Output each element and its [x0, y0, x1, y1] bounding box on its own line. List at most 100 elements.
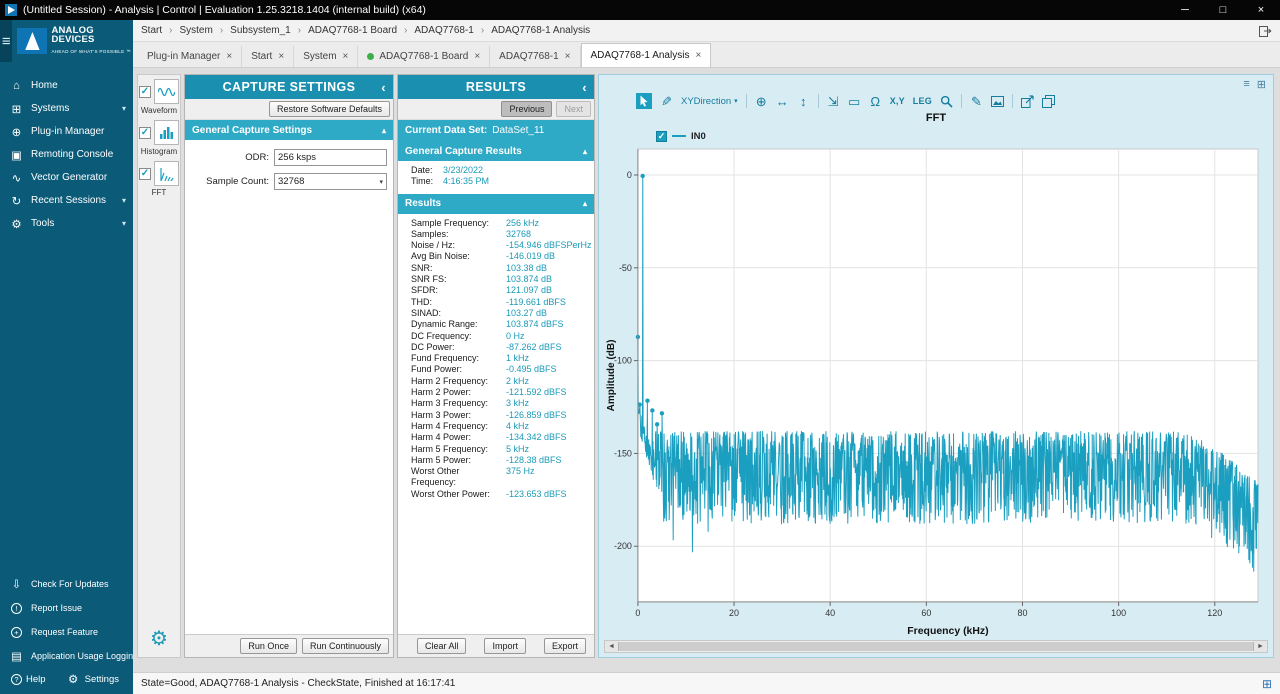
metric-thd: THD: -119.661 dBFS: [411, 297, 592, 308]
sidebar-item-check-for-updates[interactable]: ⇩ Check For Updates: [0, 572, 133, 596]
metric-label: THD:: [411, 296, 432, 307]
close-icon[interactable]: ×: [278, 51, 285, 62]
tab-adaq7768-1-board[interactable]: ADAQ7768-1 Board ×: [358, 46, 491, 67]
collapse-panel-icon[interactable]: ‹: [582, 79, 587, 95]
omega-icon[interactable]: Ω: [870, 93, 881, 109]
general-capture-results-section[interactable]: General Capture Results ▴: [398, 141, 594, 161]
legend-toggle-icon[interactable]: LEG: [912, 96, 932, 106]
close-icon[interactable]: ×: [564, 51, 571, 62]
general-capture-settings-section[interactable]: General Capture Settings ▴: [185, 120, 393, 140]
tab-system[interactable]: System ×: [294, 46, 359, 67]
breadcrumb-adaq7768-1-analysis[interactable]: ADAQ7768-1 Analysis: [491, 25, 591, 36]
magnifier-icon[interactable]: [940, 95, 953, 108]
sidebar-item-help[interactable]: ? Help: [9, 673, 46, 685]
previous-dataset-button[interactable]: Previous: [501, 101, 553, 117]
horizontal-scale-icon[interactable]: ↔: [775, 93, 789, 109]
chevron-up-icon[interactable]: ▴: [582, 199, 587, 209]
close-button[interactable]: ×: [1257, 4, 1265, 16]
tab-adaq7768-1[interactable]: ADAQ7768-1 ×: [490, 46, 581, 67]
chevron-up-icon[interactable]: ▴: [381, 125, 386, 135]
close-icon[interactable]: ×: [342, 51, 349, 62]
performance-monitor-icon[interactable]: ⊞: [1261, 676, 1272, 691]
import-button[interactable]: Import: [484, 638, 526, 654]
scrollbar-thumb[interactable]: [618, 642, 1254, 651]
breadcrumb-adaq7768-1[interactable]: ADAQ7768-1: [414, 25, 491, 36]
sidebar-item-systems[interactable]: ⊞ Systems ▾: [0, 97, 133, 120]
tool-enable-checkbox[interactable]: ✓: [139, 85, 151, 98]
metric-label: DC Frequency:: [411, 330, 472, 341]
pencil-icon[interactable]: ✎: [970, 93, 982, 109]
close-icon[interactable]: ×: [474, 51, 481, 62]
sample-count-select[interactable]: 32768 ▾: [274, 173, 387, 190]
metric-value: -0.495 dBFS: [506, 364, 557, 375]
tab-plug-in-manager[interactable]: Plug-in Manager ×: [138, 46, 243, 67]
dock-options-icon[interactable]: ≡: [1243, 78, 1250, 90]
sidebar-item-tools[interactable]: ⚙ Tools ▾: [0, 212, 133, 235]
analysis-tool-strip: ✓ Waveform ✓ Histo: [137, 74, 181, 658]
xy-direction-dropdown[interactable]: XYDirection ▾: [681, 95, 738, 107]
sidebar-item-label: Recent Sessions: [31, 195, 107, 206]
scroll-left-icon[interactable]: ◄: [605, 641, 618, 652]
close-icon[interactable]: ×: [695, 50, 702, 61]
hamburger-menu-icon[interactable]: ≡: [0, 20, 13, 62]
tab-start[interactable]: Start ×: [242, 46, 295, 67]
clear-all-button[interactable]: Clear All: [416, 638, 467, 654]
chart-horizontal-scrollbar[interactable]: ◄ ►: [604, 640, 1268, 653]
pan-icon[interactable]: ⊕: [755, 93, 767, 109]
results-section[interactable]: Results ▴: [398, 193, 594, 214]
sidebar-item-report-issue[interactable]: ! Report Issue: [0, 596, 133, 620]
xy-values-icon[interactable]: X,Y: [889, 96, 905, 106]
layout-grid-icon[interactable]: ⊞: [1256, 79, 1266, 91]
metric-value: -87.262 dBFS: [506, 341, 562, 352]
sidebar-item-application-usage-logging[interactable]: ▤ Application Usage Logging: [0, 644, 133, 668]
sidebar-item-settings[interactable]: ⚙ Settings: [66, 672, 119, 687]
session-export-icon[interactable]: [1259, 25, 1272, 37]
sidebar-item-vector-generator[interactable]: ∿ Vector Generator ▾: [0, 166, 133, 189]
minimize-button[interactable]: ─: [1181, 4, 1189, 16]
tool-enable-checkbox[interactable]: ✓: [139, 167, 151, 180]
sidebar-item-home[interactable]: ⌂ Home ▾: [0, 74, 133, 97]
next-dataset-button[interactable]: Next: [556, 101, 591, 117]
chevron-down-icon[interactable]: ▾: [121, 196, 126, 205]
run-continuously-button[interactable]: Run Continuously: [301, 638, 389, 654]
box-zoom-icon[interactable]: ▭: [848, 93, 861, 109]
histogram-icon[interactable]: [154, 120, 179, 145]
restore-defaults-button[interactable]: Restore Software Defaults: [268, 101, 390, 117]
odr-label: ODR:: [245, 152, 269, 163]
copy-chart-icon[interactable]: [1041, 94, 1055, 108]
fft-icon[interactable]: [154, 161, 179, 186]
collapse-panel-icon[interactable]: ‹: [381, 79, 386, 95]
odr-input[interactable]: [274, 149, 387, 166]
export-image-icon[interactable]: [1020, 94, 1034, 108]
vertical-scale-icon[interactable]: ↕: [799, 93, 807, 109]
tab-adaq7768-1-analysis[interactable]: ADAQ7768-1 Analysis ×: [580, 43, 712, 67]
sidebar-item-recent-sessions[interactable]: ↻ Recent Sessions ▾: [0, 189, 133, 212]
tools-icon: ⚙: [11, 218, 22, 231]
zoom-fit-icon[interactable]: ⇲: [827, 93, 839, 109]
pointer-icon[interactable]: [636, 93, 652, 109]
sidebar-item-remoting-console[interactable]: ▣ Remoting Console ▾: [0, 143, 133, 166]
chevron-up-icon[interactable]: ▴: [582, 146, 587, 156]
breadcrumb-system[interactable]: System: [179, 25, 230, 36]
chevron-down-icon[interactable]: ▾: [121, 104, 126, 113]
close-icon[interactable]: ×: [226, 51, 233, 62]
waveform-icon[interactable]: [154, 79, 179, 104]
export-button[interactable]: Export: [543, 638, 586, 654]
svg-text:-50: -50: [619, 263, 632, 273]
tool-enable-checkbox[interactable]: ✓: [139, 126, 151, 139]
scroll-right-icon[interactable]: ►: [1254, 641, 1267, 652]
brush-icon[interactable]: ✎: [661, 93, 672, 109]
run-once-button[interactable]: Run Once: [240, 638, 297, 654]
current-dataset-bar: Current Data Set: DataSet_11: [398, 120, 594, 141]
breadcrumb-subsystem-1[interactable]: Subsystem_1: [230, 25, 308, 36]
breadcrumb-adaq7768-1-board[interactable]: ADAQ7768-1 Board: [308, 25, 414, 36]
fft-plot[interactable]: 0 20 40 60 80 100 120 0 -50 -100 -150 -200 Frequency…: [604, 143, 1268, 638]
analysis-settings-gear-icon[interactable]: ⚙: [150, 628, 168, 650]
breadcrumb-start[interactable]: Start: [141, 25, 179, 36]
snapshot-icon[interactable]: [990, 95, 1004, 107]
sidebar-item-request-feature[interactable]: + Request Feature: [0, 620, 133, 644]
series-visibility-checkbox[interactable]: ✓: [656, 130, 667, 142]
sidebar-item-plug-in-manager[interactable]: ⊕ Plug-in Manager ▾: [0, 120, 133, 143]
chevron-down-icon[interactable]: ▾: [121, 219, 126, 228]
maximize-button[interactable]: □: [1219, 4, 1227, 16]
